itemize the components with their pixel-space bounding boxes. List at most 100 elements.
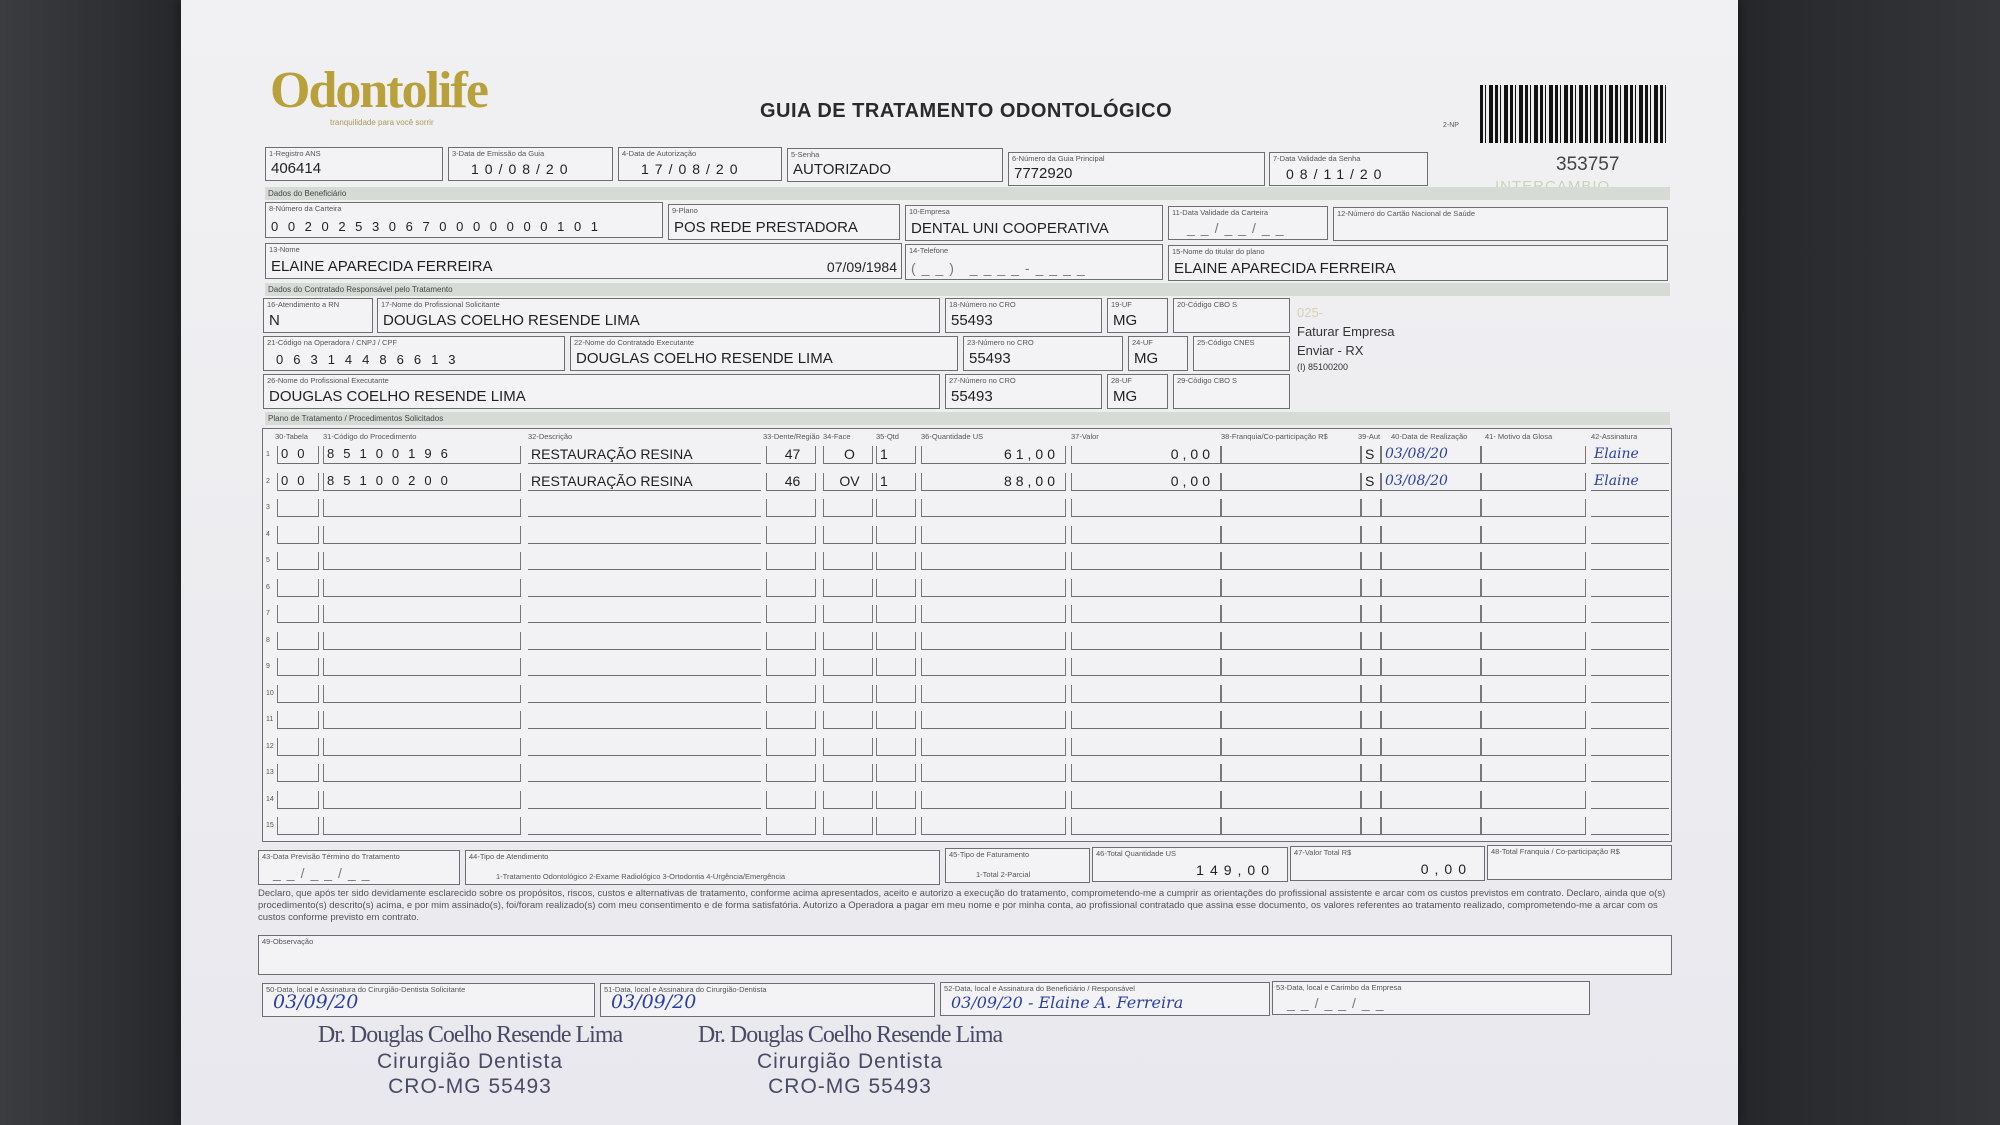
cell-assinatura bbox=[1591, 552, 1669, 570]
cell-us bbox=[921, 525, 1066, 544]
background-left bbox=[0, 0, 180, 1125]
field-nome: 13-Nome ELAINE APARECIDA FERREIRA 07/09/19… bbox=[265, 243, 902, 279]
cell-franquia bbox=[1221, 552, 1361, 570]
cell-qtd bbox=[876, 817, 916, 835]
value: MG bbox=[1113, 312, 1138, 329]
cell-valor bbox=[1071, 552, 1221, 570]
cell-assinatura bbox=[1591, 817, 1669, 835]
cell-valor bbox=[1071, 711, 1221, 729]
cell-franquia bbox=[1221, 684, 1361, 703]
cell-aut bbox=[1361, 605, 1381, 623]
row-number: 13 bbox=[266, 769, 274, 776]
cell-qtd: 1 bbox=[876, 446, 916, 464]
table-row: 1 00 85100196 RESTAURAÇÃO RESINA 47 O 1 61,00 0,… bbox=[263, 443, 1671, 469]
column-header: 36-Quantidade US bbox=[921, 432, 984, 441]
field-prof-solicitante: 17-Nome do Profissional Solicitante DOUGL… bbox=[377, 298, 940, 333]
cell-assinatura bbox=[1591, 526, 1669, 544]
cell-aut bbox=[1361, 790, 1381, 809]
cell-valor bbox=[1071, 631, 1221, 650]
field-atendimento-rn: 16-Atendimento a RN N bbox=[263, 298, 373, 333]
stamp-reg: CRO-MG 55493 bbox=[388, 1075, 552, 1098]
side-note-code: (I) 85100200 bbox=[1297, 362, 1349, 372]
label: 53-Data, local e Carimbo da Empresa bbox=[1276, 983, 1402, 992]
cell-aut bbox=[1361, 817, 1381, 835]
value: 00202530670000000101 bbox=[271, 219, 608, 234]
cell-us bbox=[921, 711, 1066, 729]
label: 26-Nome do Profissional Executante bbox=[267, 376, 389, 385]
procedures-table: 30-Tabela 31-Código do Procedimento 32-Des… bbox=[262, 428, 1672, 842]
row-number: 5 bbox=[266, 557, 270, 564]
stamp-name: Dr. Douglas Coelho Resende Lima bbox=[317, 1022, 623, 1048]
cell-data bbox=[1381, 605, 1481, 623]
field-tipo-faturamento: 45-Tipo de Faturamento 1-Total 2-Parcial bbox=[945, 848, 1090, 883]
cell-descricao bbox=[528, 711, 761, 729]
label: 45-Tipo de Faturamento bbox=[949, 850, 1030, 859]
value: 08/11/20 bbox=[1286, 166, 1388, 182]
label: 21-Código na Operadora / CNPJ / CPF bbox=[267, 338, 398, 347]
label: 5-Senha bbox=[791, 150, 820, 159]
cell-qtd bbox=[876, 684, 916, 703]
field-plano: 9-Plano POS REDE PRESTADORA bbox=[668, 204, 900, 240]
cell-motivo bbox=[1481, 605, 1586, 623]
value: AUTORIZADO bbox=[793, 161, 892, 178]
cell-aut bbox=[1361, 684, 1381, 703]
stamp-role: Cirurgião Dentista bbox=[756, 1050, 944, 1073]
label: 25-Código CNES bbox=[1197, 338, 1255, 347]
cell-motivo bbox=[1481, 472, 1586, 491]
cell-franquia bbox=[1221, 790, 1361, 809]
cell-us: 88,00 bbox=[921, 472, 1066, 491]
cell-descricao bbox=[528, 817, 761, 835]
cell-franquia bbox=[1221, 605, 1361, 623]
cell-qtd bbox=[876, 711, 916, 729]
field-empresa: 10-Empresa DENTAL UNI COOPERATIVA bbox=[905, 205, 1163, 241]
cell-qtd bbox=[876, 764, 916, 782]
field-total-us: 46-Total Quantidade US 149,00 bbox=[1092, 847, 1288, 882]
field-contratado-executante: 22-Nome do Contratado Executante DOUGLAS … bbox=[570, 336, 958, 371]
table-row: 14 bbox=[263, 788, 1671, 814]
row-number: 11 bbox=[266, 716, 274, 723]
label: 18-Número no CRO bbox=[949, 300, 1016, 309]
field-guia-principal: 6-Número da Guia Principal 7772920 bbox=[1008, 152, 1265, 186]
cell-us bbox=[921, 684, 1066, 703]
cell-data bbox=[1381, 764, 1481, 782]
cell-motivo bbox=[1481, 764, 1586, 782]
label: 28-UF bbox=[1111, 376, 1132, 385]
cell-motivo bbox=[1481, 790, 1586, 809]
cell-data: 03/08/20 bbox=[1381, 472, 1481, 491]
section-beneficiario: Dados do Beneficiário bbox=[265, 187, 1670, 200]
cell-face bbox=[823, 711, 873, 729]
cell-face bbox=[823, 790, 873, 809]
cell-dente bbox=[766, 658, 816, 676]
declaration-text: Declaro, que após ter sido devidamente e… bbox=[258, 888, 1666, 923]
cell-valor bbox=[1071, 525, 1221, 544]
field-cod-operadora: 21-Código na Operadora / CNPJ / CPF 06314… bbox=[263, 336, 565, 371]
cell-aut bbox=[1361, 737, 1381, 756]
cell-qtd bbox=[876, 525, 916, 544]
row-number: 10 bbox=[266, 689, 274, 697]
cell-qtd bbox=[876, 552, 916, 570]
cell-tabela: 00 bbox=[277, 472, 319, 491]
cell-valor bbox=[1071, 578, 1221, 597]
cell-valor bbox=[1071, 737, 1221, 756]
cell-aut bbox=[1361, 499, 1381, 517]
cell-dente bbox=[766, 578, 816, 597]
stamp-role: Cirurgião Dentista bbox=[376, 1050, 564, 1073]
field-cbo-20: 20-Código CBO S bbox=[1173, 298, 1290, 333]
value: ELAINE APARECIDA FERREIRA bbox=[271, 258, 493, 275]
cell-motivo bbox=[1481, 499, 1586, 517]
field-data-autorizacao: 4-Data de Autorização 17/08/20 bbox=[618, 147, 782, 181]
cell-qtd bbox=[876, 605, 916, 623]
cell-tabela bbox=[277, 790, 319, 809]
cell-assinatura: Elaine bbox=[1591, 446, 1669, 464]
cell-codigo bbox=[323, 525, 521, 544]
signature-box-52: 52-Data, local e Assinatura do Beneficiá… bbox=[940, 982, 1270, 1016]
cell-face bbox=[823, 658, 873, 676]
cell-dente bbox=[766, 552, 816, 570]
cell-tabela bbox=[277, 499, 319, 517]
cell-dente bbox=[766, 817, 816, 835]
cell-tabela bbox=[277, 525, 319, 544]
cell-aut bbox=[1361, 525, 1381, 544]
cell-descricao bbox=[528, 605, 761, 623]
label: 14-Telefone bbox=[909, 246, 949, 255]
cell-face: O bbox=[823, 446, 873, 464]
